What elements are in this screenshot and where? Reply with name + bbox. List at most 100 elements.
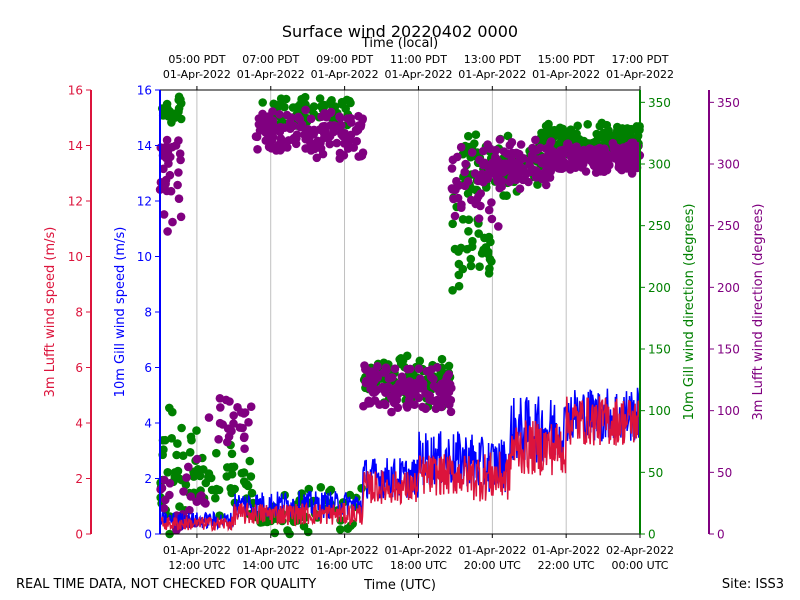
direction-point	[326, 121, 335, 130]
direction-point	[448, 286, 457, 295]
direction-point	[463, 177, 473, 186]
direction-point	[411, 389, 420, 399]
direction-point	[246, 402, 256, 412]
direction-point	[446, 407, 456, 417]
direction-point	[312, 153, 322, 163]
direction-point	[178, 451, 188, 461]
gill_speed-tick-label: 0	[144, 528, 152, 542]
lufft_speed-tick-label: 0	[75, 528, 83, 542]
lufft-direction-axis-label: 3m Lufft wind direction (degrees)	[751, 204, 766, 421]
direction-point	[179, 487, 188, 496]
direction-point	[346, 521, 356, 531]
direction-point	[511, 148, 521, 158]
lufft_speed-tick-label: 14	[68, 139, 83, 153]
direction-point	[461, 159, 470, 169]
direction-point	[552, 148, 561, 158]
direction-point	[443, 395, 453, 404]
direction-point	[470, 169, 480, 178]
direction-point	[165, 170, 175, 180]
direction-point	[159, 210, 169, 219]
top-tick-time: 17:00 PDT	[611, 53, 668, 66]
lufft_speed-tick-label: 4	[75, 417, 83, 431]
direction-point	[317, 112, 326, 121]
direction-point	[275, 127, 285, 137]
direction-point	[456, 142, 466, 152]
direction-point	[336, 113, 345, 123]
x-tick-time: 12:00 UTC	[168, 559, 225, 572]
lufft_dir-tick-label: 200	[717, 281, 740, 295]
direction-point	[418, 402, 427, 412]
direction-point	[494, 222, 503, 231]
direction-point	[466, 261, 476, 271]
direction-point	[609, 144, 619, 153]
direction-point	[566, 151, 575, 160]
direction-point	[177, 423, 186, 433]
top-tick-time: 07:00 PDT	[242, 53, 299, 66]
direction-point	[415, 356, 425, 366]
direction-point	[475, 262, 484, 272]
direction-point	[585, 144, 594, 153]
direction-point	[192, 426, 201, 435]
direction-point	[418, 379, 428, 388]
direction-point	[454, 270, 464, 280]
direction-point	[223, 463, 232, 472]
lufft-speed-axis-label: 3m Lufft wind speed (m/s)	[43, 227, 58, 398]
direction-point	[476, 189, 486, 198]
direction-point	[526, 167, 535, 177]
x-tick-date: 01-Apr-2022	[237, 544, 305, 557]
direction-point	[192, 454, 202, 464]
direction-point	[615, 136, 624, 145]
direction-point	[276, 146, 285, 155]
top-tick-time: 11:00 PDT	[390, 53, 447, 66]
direction-point	[555, 123, 565, 133]
direction-point	[487, 198, 496, 207]
direction-point	[170, 468, 180, 477]
direction-point	[450, 211, 460, 221]
lufft_dir-tick-label: 300	[717, 158, 740, 172]
top-tick-date: 01-Apr-2022	[311, 68, 379, 81]
direction-point	[216, 403, 225, 412]
series-lufft_dir	[155, 105, 645, 535]
direction-point	[163, 468, 172, 477]
direction-point	[464, 227, 473, 236]
x-tick-time: 16:00 UTC	[316, 559, 373, 572]
gill_dir-tick-label: 300	[648, 158, 671, 172]
direction-point	[437, 354, 447, 364]
site-label: Site: ISS3	[722, 577, 784, 592]
direction-point	[387, 392, 396, 402]
direction-point	[600, 146, 610, 155]
direction-point	[211, 486, 221, 495]
direction-point	[592, 129, 601, 139]
plot-area	[155, 92, 645, 539]
direction-point	[499, 147, 509, 156]
direction-point	[483, 140, 493, 149]
direction-point	[174, 168, 183, 177]
direction-point	[460, 167, 470, 177]
direction-point	[357, 484, 366, 493]
direction-point	[528, 143, 537, 153]
direction-point	[258, 98, 268, 107]
direction-point	[484, 205, 494, 215]
direction-point	[464, 131, 473, 141]
direction-point	[372, 385, 382, 395]
direction-point	[212, 448, 221, 458]
direction-point	[159, 504, 169, 513]
lufft_speed-tick-label: 6	[75, 361, 83, 375]
direction-point	[338, 131, 348, 141]
direction-point	[541, 121, 551, 131]
top-tick-date: 01-Apr-2022	[606, 68, 674, 81]
direction-point	[224, 432, 234, 441]
direction-point	[239, 409, 249, 418]
direction-point	[450, 244, 460, 254]
direction-point	[326, 107, 336, 117]
direction-point	[229, 411, 238, 420]
gill_dir-tick-label: 100	[648, 404, 671, 418]
direction-point	[525, 160, 534, 170]
direction-point	[493, 177, 502, 186]
direction-point	[247, 488, 257, 498]
gill_dir-tick-label: 250	[648, 219, 671, 233]
direction-point	[518, 164, 528, 173]
lufft_speed-tick-label: 12	[68, 195, 83, 209]
lufft_dir-tick-label: 100	[717, 404, 740, 418]
direction-point	[162, 135, 172, 145]
